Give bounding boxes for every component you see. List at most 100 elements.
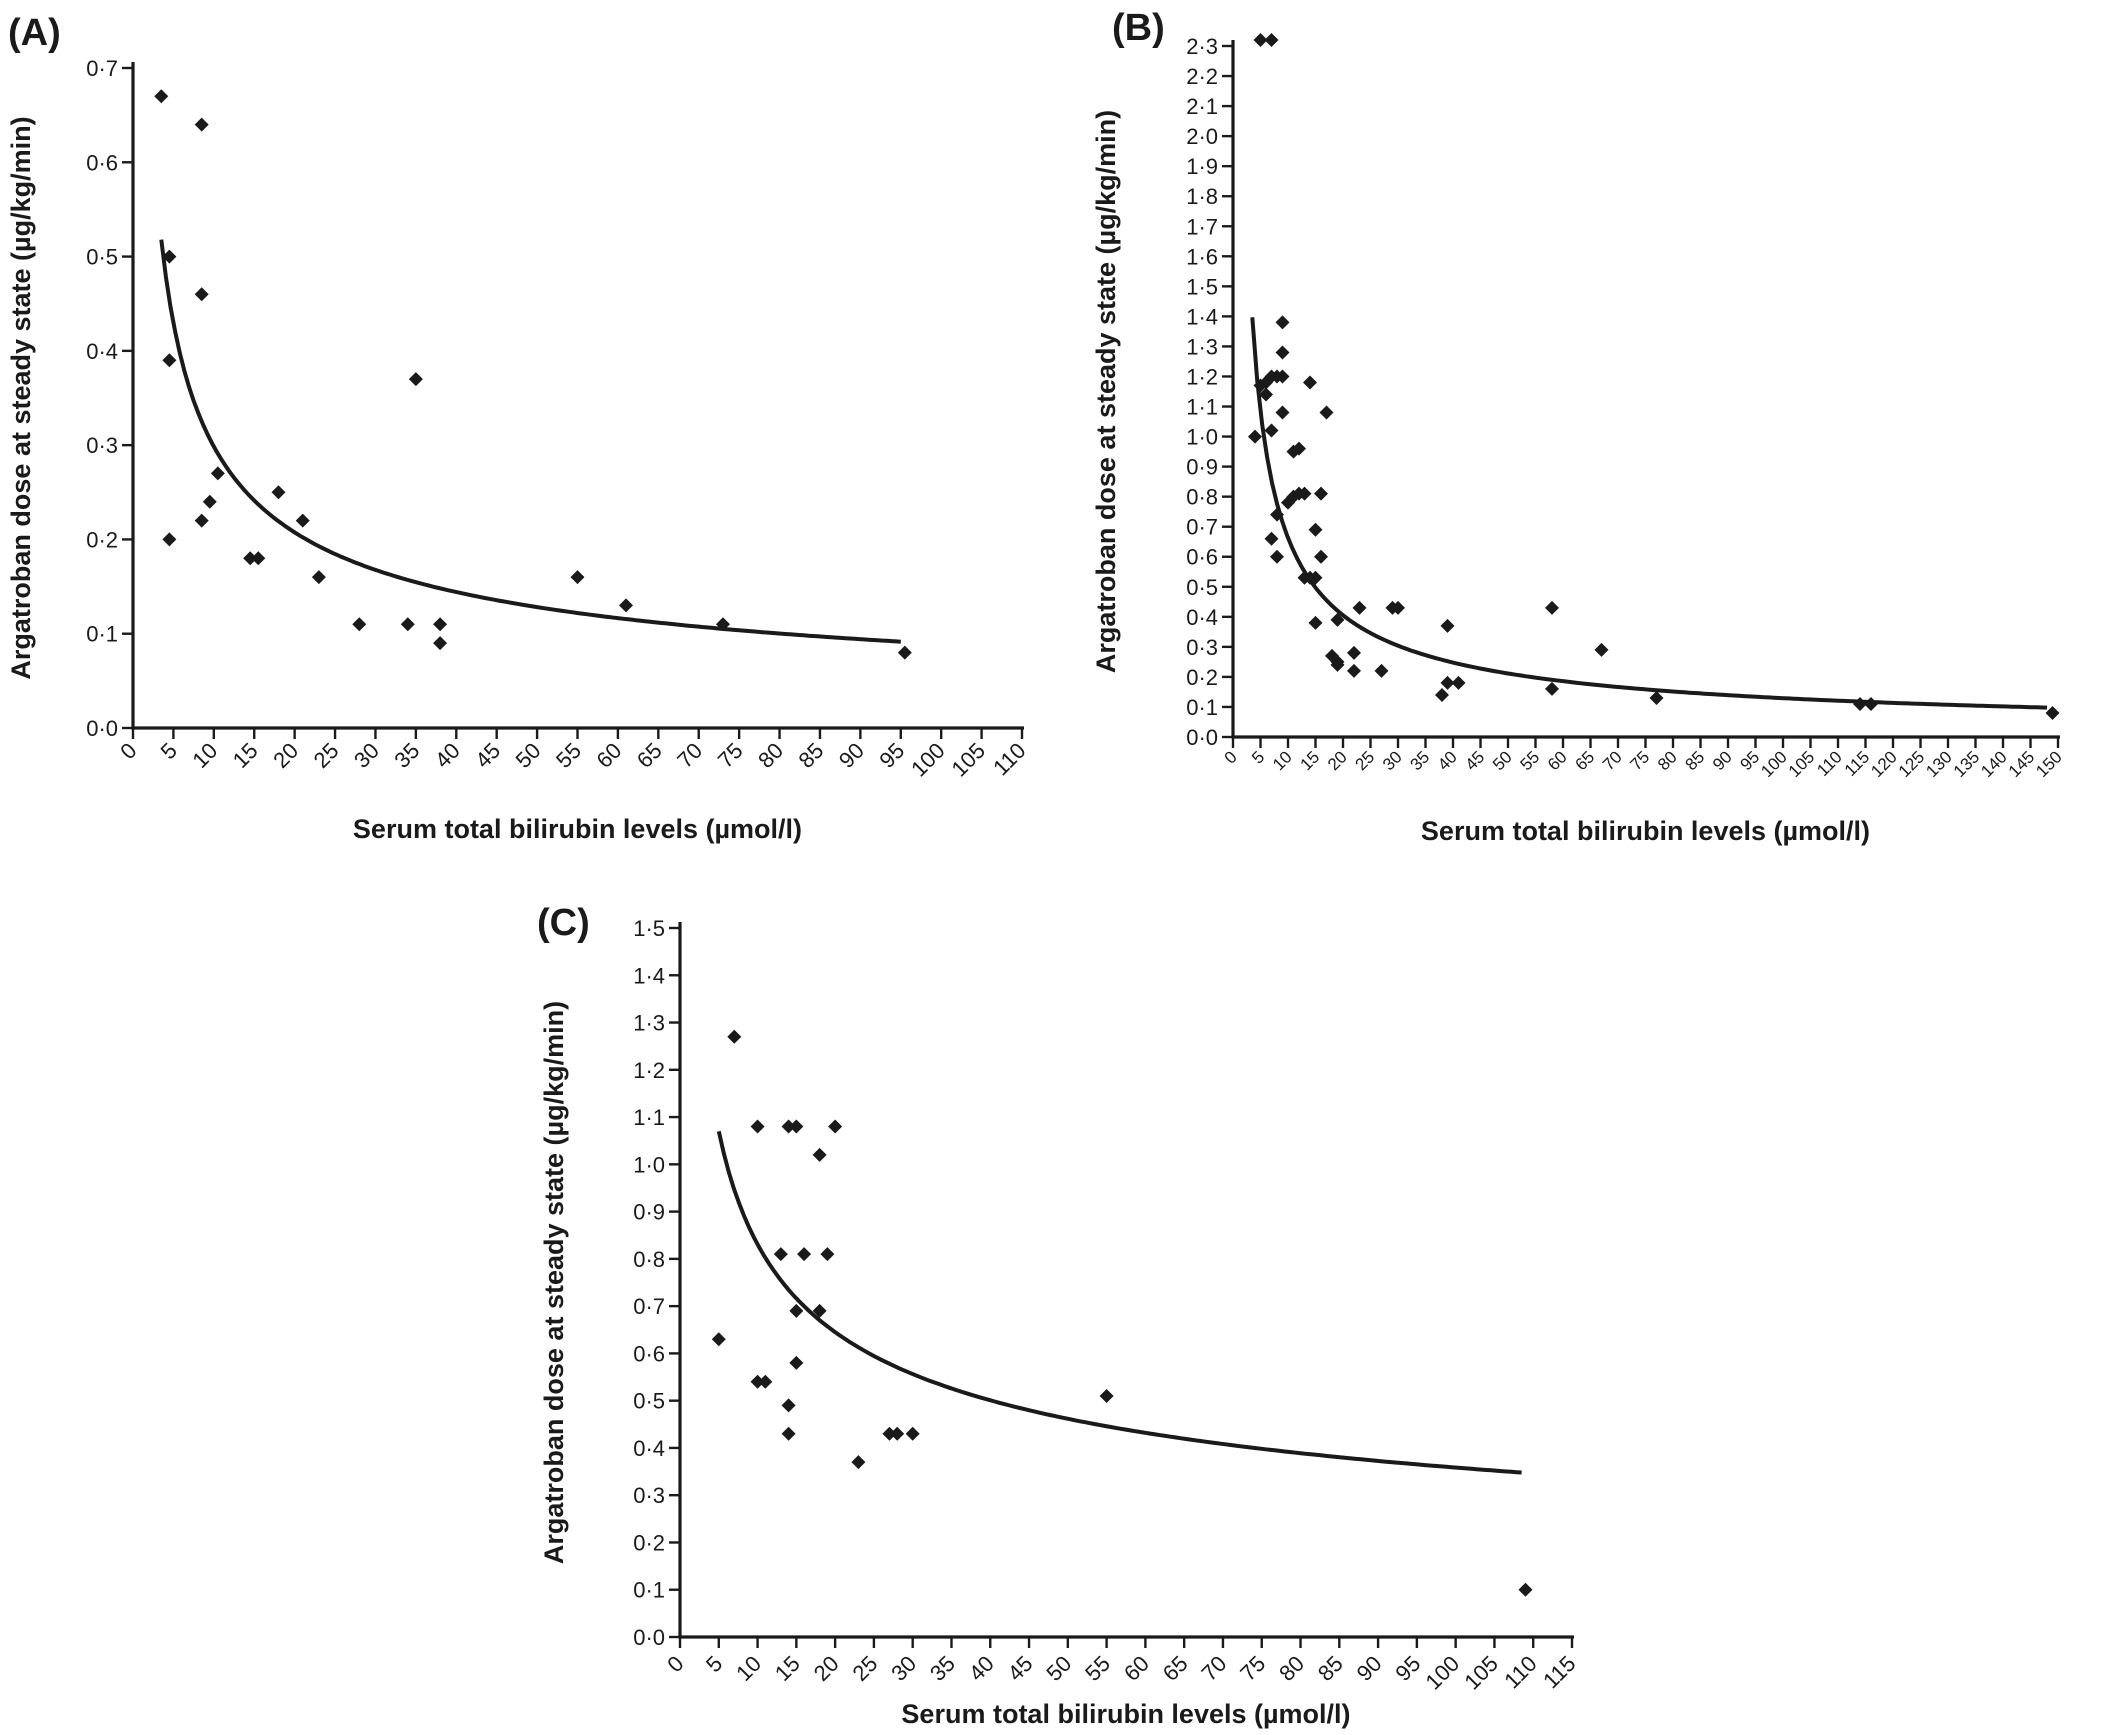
- x-tick-label: 10: [187, 738, 222, 773]
- y-tick-label: 1·4: [1186, 304, 1218, 329]
- x-tick-label: 25: [1352, 747, 1379, 774]
- y-tick-label: 2·1: [1186, 94, 1218, 119]
- data-point: [1308, 522, 1323, 537]
- data-point: [750, 1374, 765, 1389]
- panel-letter: (A): [8, 12, 61, 54]
- x-tick-label: 55: [1080, 1651, 1115, 1686]
- data-point: [890, 1426, 905, 1441]
- data-point: [1264, 32, 1279, 47]
- data-point: [1303, 375, 1317, 390]
- x-tick-label: 35: [925, 1651, 960, 1686]
- x-axis-title: Serum total bilirubin levels (µmol/l): [353, 814, 802, 844]
- panel-letter: (C): [537, 902, 590, 944]
- x-tick-label: 95: [1390, 1651, 1425, 1686]
- data-point: [408, 372, 423, 387]
- data-point: [828, 1119, 843, 1134]
- x-tick-label: 5: [701, 1651, 727, 1677]
- y-tick-label: 0·0: [1186, 725, 1218, 750]
- data-point: [162, 353, 177, 368]
- x-tick-label: 145: [2005, 747, 2038, 780]
- x-tick-label: 10: [1269, 747, 1296, 774]
- data-point: [1264, 423, 1279, 438]
- x-tick-label: 45: [1462, 747, 1489, 774]
- data-point: [251, 551, 266, 566]
- y-tick-label: 1·3: [633, 1011, 665, 1036]
- data-point: [781, 1426, 796, 1441]
- x-tick-label: 90: [1709, 747, 1736, 774]
- data-point: [1308, 615, 1323, 630]
- data-point: [789, 1355, 804, 1370]
- data-point: [1099, 1388, 1114, 1403]
- data-point: [781, 1398, 796, 1413]
- data-point: [154, 89, 169, 104]
- x-tick-label: 50: [511, 738, 546, 773]
- data-point: [295, 513, 310, 528]
- data-point: [1270, 507, 1284, 522]
- chart-panel-a: (A) 0·0 0·1 0·2 0·3 0·4 0·5 0·6 0·7 0 5 10 15 20 25 30 3…: [6, 12, 1031, 844]
- x-tick-label: 125: [1895, 747, 1928, 780]
- x-tick-label: 60: [1119, 1651, 1154, 1686]
- x-tick-label: 50: [1489, 747, 1516, 774]
- y-tick-label: 0·2: [86, 527, 118, 552]
- x-tick-label: 75: [1235, 1651, 1270, 1686]
- data-point: [1264, 369, 1279, 384]
- x-tick-label: 110: [1499, 1651, 1541, 1693]
- y-axis-title: Argatroban dose at steady state (µg/kg/m…: [6, 116, 36, 679]
- data-point: [271, 485, 286, 500]
- y-tick-label: 1·6: [1186, 244, 1218, 269]
- x-tick-label: 30: [886, 1651, 921, 1686]
- data-point: [202, 494, 217, 509]
- data-point: [897, 645, 912, 660]
- x-tick-label: 5: [1248, 747, 1268, 767]
- data-point: [1352, 600, 1367, 615]
- x-tick-label: 10: [731, 1651, 766, 1686]
- y-tick-label: 0·0: [633, 1625, 665, 1650]
- chart-panel-c: (C) 0·0 0·1 0·2 0·3 0·4 0·5 0·6 0·7 0·8 0·9 1·0 1·1 1…: [537, 902, 1581, 1729]
- data-point: [1545, 681, 1559, 696]
- data-point: [1286, 489, 1301, 504]
- data-point: [570, 570, 585, 585]
- y-tick-label: 0·8: [633, 1247, 665, 1272]
- x-tick-label: 100: [1757, 747, 1790, 780]
- y-tick-label: 0·5: [86, 245, 118, 270]
- data-point: [1451, 675, 1466, 690]
- data-point: [1864, 696, 1878, 711]
- y-tick-label: 1·5: [1186, 274, 1218, 299]
- x-tick-label: 80: [1654, 747, 1681, 774]
- x-axis-title: Serum total bilirubin levels (µmol/l): [1421, 816, 1870, 846]
- y-tick-label: 1·1: [1186, 395, 1218, 420]
- x-tick-label: 120: [1867, 747, 1900, 780]
- y-tick-label: 1·5: [633, 916, 665, 941]
- data-point: [812, 1303, 827, 1318]
- x-tick-label: 20: [1324, 747, 1351, 774]
- x-tick-label: 110: [1813, 747, 1846, 780]
- y-tick-label: 0·9: [1186, 455, 1218, 480]
- data-point: [1270, 549, 1284, 564]
- x-tick-label: 80: [1274, 1651, 1309, 1686]
- x-tick-label: 70: [1599, 747, 1626, 774]
- y-tick-label: 1·2: [1186, 364, 1218, 389]
- data-point: [789, 1119, 804, 1134]
- y-tick-label: 0·2: [633, 1530, 665, 1555]
- x-tick-label: 85: [1682, 747, 1709, 774]
- panel-letter: (B): [1112, 7, 1165, 49]
- x-tick-label: 85: [793, 738, 828, 773]
- y-tick-label: 0·1: [1186, 695, 1218, 720]
- data-point: [1297, 486, 1312, 501]
- y-tick-label: 0·4: [633, 1436, 665, 1461]
- data-point: [1347, 645, 1361, 660]
- data-point: [1248, 429, 1262, 444]
- data-point: [162, 249, 177, 264]
- x-tick-label: 75: [1627, 747, 1654, 774]
- y-tick-label: 0·4: [86, 339, 118, 364]
- x-tick-label: 115: [1841, 747, 1874, 780]
- x-tick-label: 15: [228, 738, 263, 773]
- x-tick-label: 90: [834, 738, 869, 773]
- data-point: [789, 1303, 804, 1318]
- y-tick-label: 0·3: [633, 1483, 665, 1508]
- data-point: [905, 1426, 920, 1441]
- x-tick-label: 105: [1459, 1651, 1503, 1695]
- data-point: [1440, 675, 1455, 690]
- x-tick-label: 0: [662, 1651, 688, 1677]
